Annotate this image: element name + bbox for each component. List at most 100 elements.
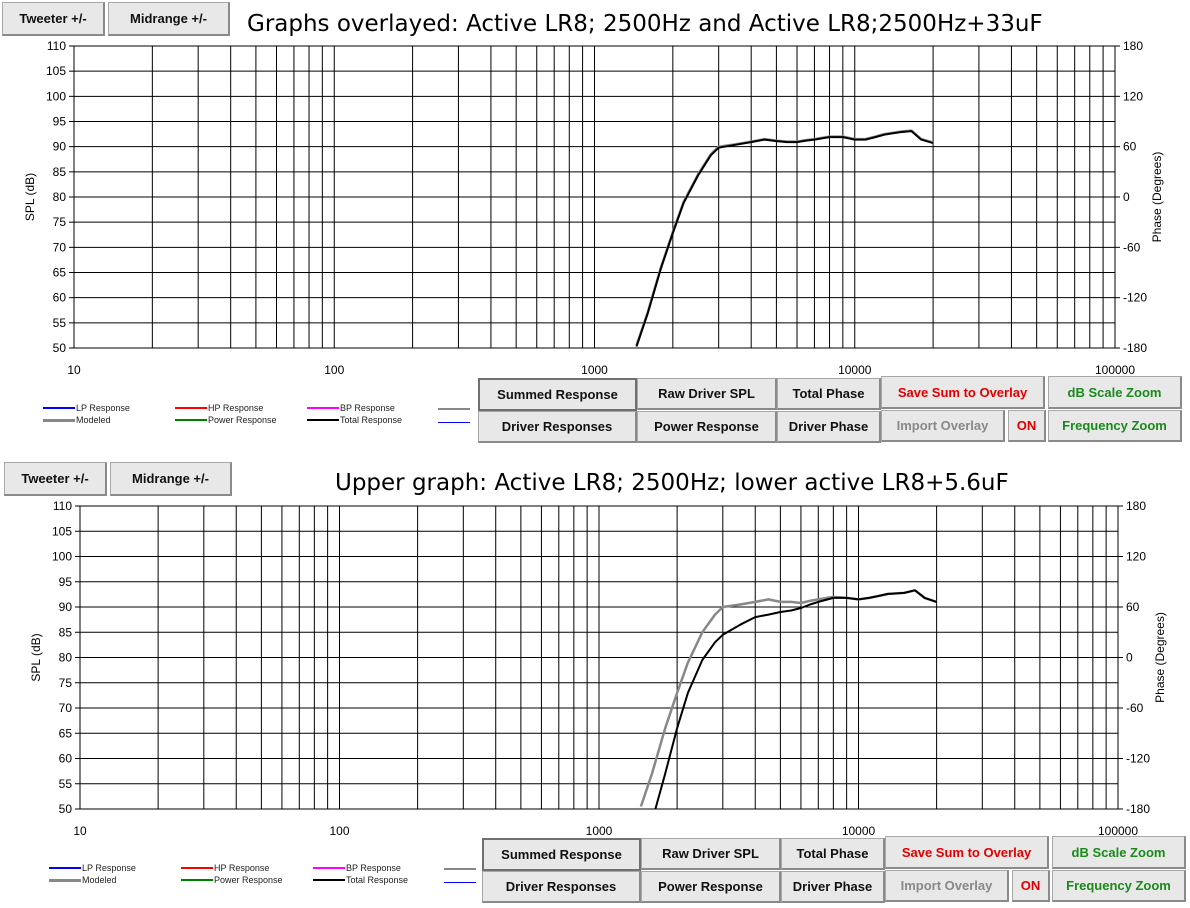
legend-swatch-lp (43, 407, 75, 409)
legend-label-bp: BP Response (346, 863, 401, 873)
driver-responses-button[interactable]: Driver Responses (482, 871, 641, 903)
y-tick-label: 80 (53, 190, 67, 204)
legend-label-lp: LP Response (76, 403, 130, 413)
legend-item-total: Total Response (307, 415, 402, 425)
spl-chart: 110 105 100 95 90 85 80 75 70 65 60 55 50 180 120 60 0 -6… (29, 499, 1167, 838)
spl-chart: 110 105 100 95 90 85 80 75 70 65 60 55 50 180 120 60 0 -6… (23, 39, 1164, 377)
legend-label-lp: LP Response (82, 863, 136, 873)
import-overlay-button[interactable]: Import Overlay (885, 870, 1009, 902)
y2-tick-label: 0 (1123, 190, 1130, 204)
legend-label-hp: HP Response (208, 403, 264, 413)
legend-label-power: Power Response (208, 415, 277, 425)
tweeter-button[interactable]: Tweeter +/- (2, 2, 105, 36)
total-phase-button[interactable]: Total Phase (777, 378, 881, 410)
y2-tick-label: -180 (1123, 341, 1147, 355)
legend-label-bp: BP Response (340, 403, 395, 413)
x-tick-label: 10000 (838, 363, 872, 377)
legend-label-power: Power Response (214, 875, 283, 885)
legend-item-modeled: Modeled (43, 415, 111, 425)
legend-item-hp: HP Response (175, 403, 263, 413)
raw-driver-spl-button[interactable]: Raw Driver SPL (637, 378, 777, 410)
legend-item-hp: HP Response (181, 863, 269, 873)
raw-driver-spl-button[interactable]: Raw Driver SPL (641, 838, 781, 870)
midrange-button[interactable]: Midrange +/- (110, 462, 232, 496)
legend-swatch-hp (181, 867, 213, 869)
db-scale-zoom-button[interactable]: dB Scale Zoom (1048, 376, 1182, 409)
y-tick-label: 80 (59, 651, 73, 665)
y-tick-label: 75 (53, 215, 67, 229)
legend-swatch-hp (175, 407, 207, 409)
y-tick-label: 95 (53, 115, 67, 129)
y-tick-label: 95 (59, 575, 73, 589)
panel-divider (0, 446, 1190, 458)
import-overlay-button[interactable]: Import Overlay (881, 410, 1005, 442)
y2-tick-label: 120 (1126, 550, 1146, 564)
x-tick-label: 100 (324, 363, 344, 377)
y2-tick-label: -120 (1126, 752, 1150, 766)
legend-label-modeled: Modeled (82, 875, 117, 885)
y-tick-label: 55 (53, 316, 67, 330)
y2-tick-label: 60 (1126, 600, 1140, 614)
x-tick-label: 100000 (1098, 824, 1138, 838)
x-tick-label: 1000 (581, 363, 608, 377)
y-tick-label: 85 (53, 165, 67, 179)
legend-item-power: Power Response (175, 415, 277, 425)
y-tick-label: 100 (46, 89, 66, 103)
driver-responses-button[interactable]: Driver Responses (478, 411, 637, 443)
legend-swatch-bp (313, 867, 345, 869)
y2-tick-label: 180 (1126, 499, 1146, 513)
x-tick-label: 10 (67, 363, 81, 377)
y2-tick-label: 180 (1123, 39, 1143, 53)
y-tick-label: 90 (53, 140, 67, 154)
tweeter-button[interactable]: Tweeter +/- (4, 462, 107, 496)
legend-swatch-total (313, 879, 345, 881)
legend-item-bp: BP Response (307, 403, 395, 413)
y-tick-label: 65 (59, 726, 73, 740)
y2-tick-label: -120 (1123, 291, 1147, 305)
y-tick-label: 90 (59, 600, 73, 614)
legend-item-modeled: Modeled (49, 875, 117, 885)
save-sum-to-overlay-button[interactable]: Save Sum to Overlay (885, 836, 1049, 869)
legend-item-total: Total Response (313, 875, 408, 885)
y2-tick-label: -60 (1126, 701, 1144, 715)
series-line-total-response (654, 589, 937, 809)
y-tick-label: 60 (53, 291, 67, 305)
overlay-on-toggle[interactable]: ON (1012, 870, 1050, 902)
y2-tick-label: -60 (1123, 240, 1141, 254)
driver-phase-button[interactable]: Driver Phase (777, 411, 881, 443)
total-phase-button[interactable]: Total Phase (781, 838, 885, 870)
y2-tick-label: 120 (1123, 89, 1143, 103)
graph-title: Graphs overlayed: Active LR8; 2500Hz and… (247, 11, 1043, 37)
x-tick-label: 10 (73, 824, 87, 838)
y2-tick-label: 60 (1123, 140, 1137, 154)
frequency-zoom-button[interactable]: Frequency Zoom (1052, 870, 1186, 902)
power-response-button[interactable]: Power Response (641, 871, 781, 903)
frequency-zoom-button[interactable]: Frequency Zoom (1048, 410, 1182, 442)
power-response-button[interactable]: Power Response (637, 411, 777, 443)
legend-swatch-bp (307, 407, 339, 409)
y-axis-label: SPL (dB) (23, 173, 37, 221)
y-tick-label: 50 (53, 341, 67, 355)
legend-swatch-power (175, 419, 207, 421)
legend-item-power: Power Response (181, 875, 283, 885)
graph-title: Upper graph: Active LR8; 2500Hz; lower a… (335, 470, 1009, 496)
db-scale-zoom-button[interactable]: dB Scale Zoom (1052, 836, 1186, 869)
driver-phase-button[interactable]: Driver Phase (781, 871, 885, 903)
y-tick-label: 50 (59, 802, 73, 816)
save-sum-to-overlay-button[interactable]: Save Sum to Overlay (881, 376, 1045, 409)
midrange-button[interactable]: Midrange +/- (108, 2, 230, 36)
summed-response-button[interactable]: Summed Response (478, 378, 637, 411)
legend-label-total: Total Response (346, 875, 409, 885)
y-tick-label: 100 (52, 550, 72, 564)
overlay-on-toggle[interactable]: ON (1008, 410, 1046, 442)
y2-tick-label: 0 (1126, 651, 1133, 665)
legend-label-modeled: Modeled (76, 415, 111, 425)
summed-response-button[interactable]: Summed Response (482, 838, 641, 871)
graph-panel-top: Tweeter +/- Midrange +/- Graphs overlaye… (0, 0, 1190, 446)
chart-legend: LP Response Modeled HP Response Power Re… (49, 860, 489, 900)
legend-overlay-blue-line (438, 422, 470, 423)
x-tick-label: 10000 (842, 824, 876, 838)
legend-overlay-blue-line (444, 882, 476, 883)
legend-overlay-gray-line (444, 868, 476, 870)
legend-swatch-lp (49, 867, 81, 869)
